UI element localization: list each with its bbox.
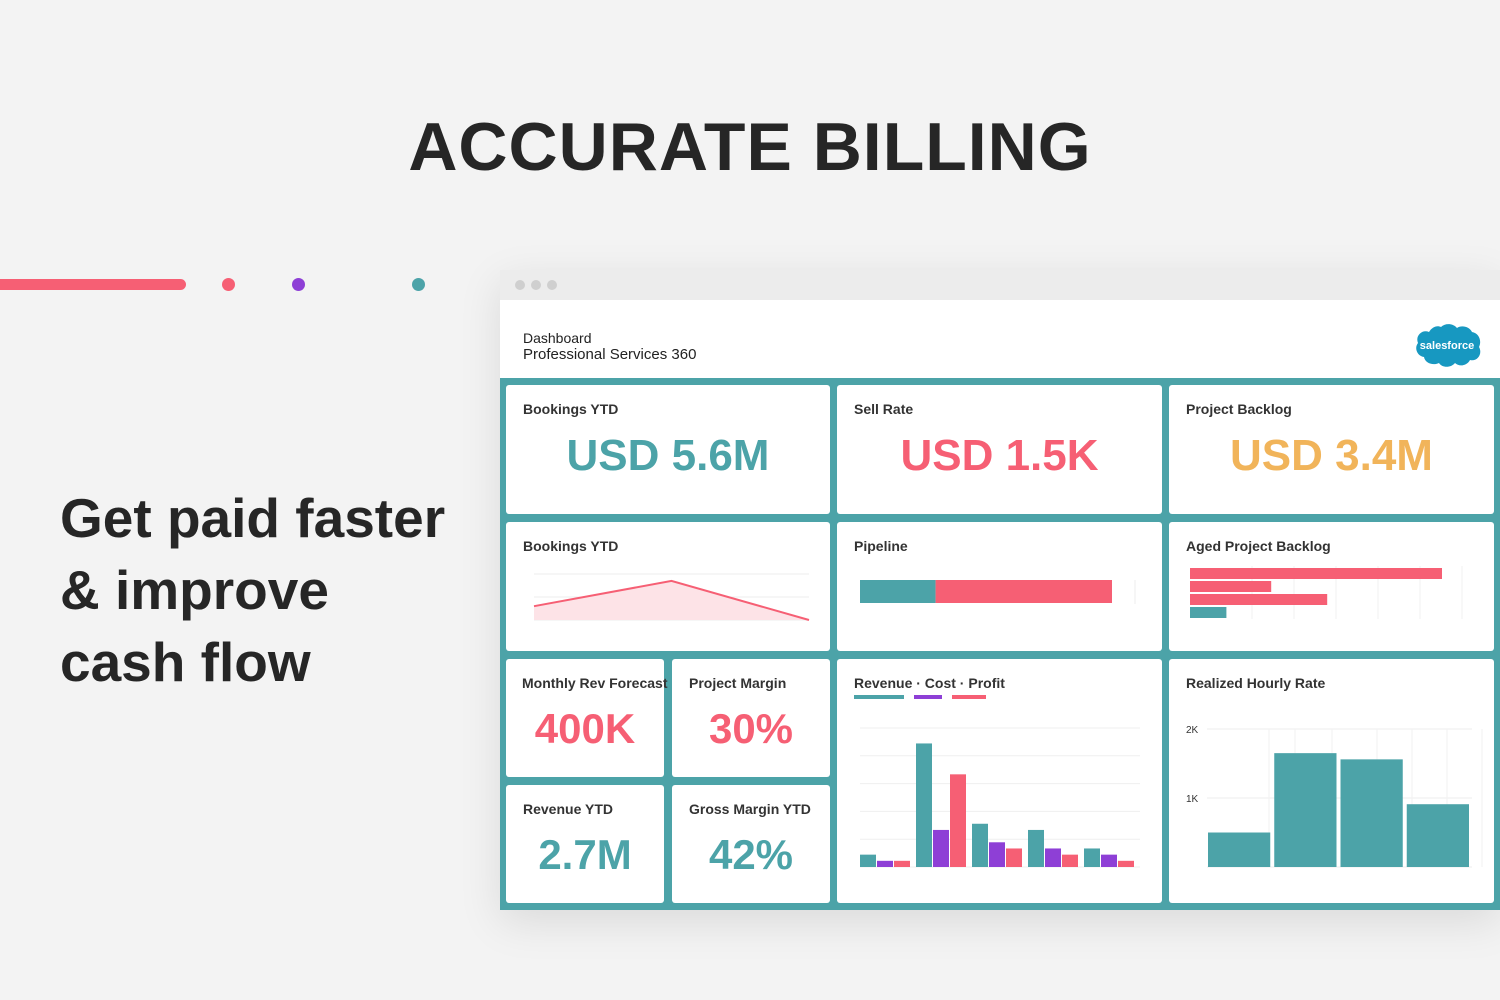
card-aged-backlog[interactable]: Aged Project Backlog <box>1169 522 1494 651</box>
kpi-value: 400K <box>534 705 636 752</box>
backlog-bar <box>1190 581 1272 592</box>
realized-hourly-rate-chart: 1K 2K <box>1186 725 1483 868</box>
legend-revenue-swatch <box>854 695 904 699</box>
bar <box>877 860 893 867</box>
kpi-value: USD 3.4M <box>1230 431 1433 480</box>
decorative-bar <box>0 279 186 290</box>
bar <box>916 743 932 867</box>
bar <box>1406 804 1469 867</box>
bar <box>1274 753 1337 867</box>
salesforce-cloud-icon <box>1416 324 1481 367</box>
salesforce-logo: salesforce <box>1416 324 1481 367</box>
tagline-line-1: Get paid faster <box>60 487 446 549</box>
card-project-margin[interactable]: Project Margin 30% <box>672 659 830 777</box>
card-title: Realized Hourly Rate <box>1186 675 1326 691</box>
window-titlebar <box>500 270 1500 300</box>
pipeline-segment <box>860 580 936 603</box>
kpi-value: 42% <box>708 831 794 878</box>
decorative-dot-pink <box>222 278 235 291</box>
card-title: Revenue · Cost · Profit <box>854 675 1005 691</box>
bar <box>1028 829 1044 867</box>
bar <box>1084 848 1100 867</box>
bar <box>1340 759 1403 867</box>
bar <box>1062 854 1078 867</box>
bar <box>860 854 876 867</box>
card-title: Bookings YTD <box>523 538 619 554</box>
card-monthly-rev-forecast[interactable]: Monthly Rev Forecast 400K <box>506 659 668 777</box>
card-revenue-cost-profit[interactable]: Revenue · Cost · Profit <box>837 659 1162 903</box>
card-title: Revenue YTD <box>523 801 613 817</box>
card-pipeline[interactable]: Pipeline <box>837 522 1162 651</box>
backlog-bar <box>1190 594 1328 605</box>
card-bookings-chart[interactable]: Bookings YTD <box>506 522 830 651</box>
tagline: Get paid faster & improve cash flow <box>60 482 480 698</box>
pipeline-segment <box>935 580 1112 603</box>
card-title: Bookings YTD <box>523 401 619 417</box>
card-title: Monthly Rev Forecast <box>522 675 668 691</box>
card-title: Project Margin <box>689 675 787 691</box>
pipeline-bar-chart <box>860 580 1136 604</box>
dashboard-title[interactable]: Professional Services 360 <box>523 346 697 363</box>
tagline-line-3: cash flow <box>60 631 311 693</box>
bookings-area-chart <box>533 573 810 621</box>
decorative-dot-teal <box>412 278 425 291</box>
card-title: Project Backlog <box>1186 401 1292 417</box>
card-title: Sell Rate <box>854 401 914 417</box>
card-title: Aged Project Backlog <box>1186 538 1331 554</box>
bar <box>1101 854 1117 867</box>
window-control-dot[interactable] <box>515 280 525 290</box>
card-gross-margin-ytd[interactable]: Gross Margin YTD 42% <box>672 785 830 903</box>
revenue-cost-profit-chart <box>860 727 1140 868</box>
card-bookings-ytd[interactable]: Bookings YTD USD 5.6M <box>506 385 830 514</box>
window-control-dot[interactable] <box>547 280 557 290</box>
legend-cost-swatch <box>914 695 942 699</box>
kpi-value: 30% <box>708 705 794 752</box>
bar <box>989 842 1005 867</box>
bar <box>950 774 966 867</box>
decorative-dot-purple <box>292 278 305 291</box>
card-realized-hourly-rate[interactable]: Realized Hourly Rate 1K 2K <box>1169 659 1494 903</box>
bar <box>1208 832 1271 867</box>
y-tick-label: 1K <box>1186 794 1199 805</box>
page-headline: ACCURATE BILLING <box>408 109 1092 185</box>
legend-profit-swatch <box>952 695 986 699</box>
card-sell-rate[interactable]: Sell Rate USD 1.5K <box>837 385 1162 514</box>
bar <box>894 860 910 867</box>
bar <box>1045 848 1061 867</box>
dashboard-header: Dashboard Professional Services 360 sale… <box>500 300 1500 378</box>
area-fill <box>534 580 809 620</box>
card-revenue-ytd[interactable]: Revenue YTD 2.7M <box>506 785 664 903</box>
dashboard-window: Dashboard Professional Services 360 sale… <box>500 270 1500 910</box>
window-control-dot[interactable] <box>531 280 541 290</box>
kpi-value: 2.7M <box>538 831 632 878</box>
y-tick-label: 2K <box>1186 725 1199 736</box>
aged-backlog-bar-chart <box>1190 566 1463 619</box>
backlog-bar <box>1190 607 1227 618</box>
tagline-line-2: & improve <box>60 559 329 621</box>
bar <box>1006 848 1022 867</box>
dashboard-label: Dashboard <box>523 330 592 346</box>
bar <box>1118 860 1134 867</box>
salesforce-logo-text: salesforce <box>1420 340 1474 352</box>
card-project-backlog[interactable]: Project Backlog USD 3.4M <box>1169 385 1494 514</box>
card-title: Pipeline <box>854 538 908 554</box>
bar <box>972 823 988 867</box>
card-title: Gross Margin YTD <box>689 801 811 817</box>
kpi-value: USD 5.6M <box>566 431 770 480</box>
kpi-value: USD 1.5K <box>900 431 1099 480</box>
bar <box>933 829 949 867</box>
backlog-bar <box>1190 568 1442 579</box>
